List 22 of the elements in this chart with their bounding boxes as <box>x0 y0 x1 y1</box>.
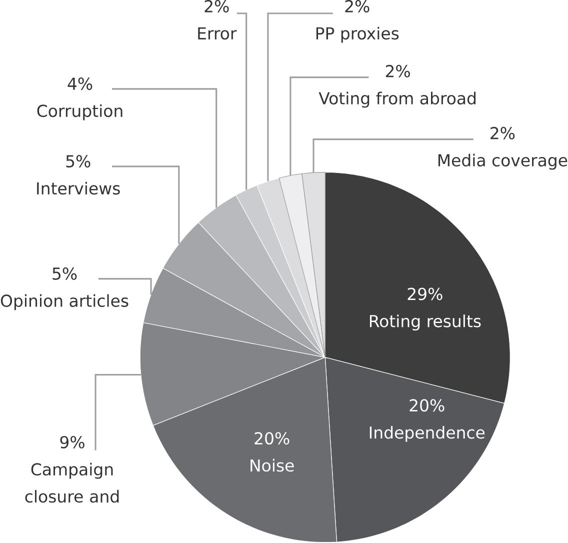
slice-label: Independence <box>370 426 485 442</box>
data-label: 2% <box>345 0 370 13</box>
slice-label: PP proxies <box>316 26 399 43</box>
slice-label: Roting results <box>370 314 481 331</box>
slice-label: Interviews <box>37 182 120 195</box>
data-label: 2% <box>386 65 410 78</box>
data-label: 20% <box>410 399 444 412</box>
data-label: 4% <box>68 78 92 90</box>
data-label: 29% <box>408 288 442 300</box>
data-label: 20% <box>254 432 290 445</box>
slice-label: Error <box>198 28 237 40</box>
data-label: 2% <box>204 0 229 13</box>
slice-label: Noise <box>250 459 294 472</box>
slice-label: Media coverage <box>438 154 568 170</box>
slice-label: Opinion articles <box>0 294 128 310</box>
slice-label: Voting from abroad <box>318 92 476 108</box>
data-label: 2% <box>490 127 515 140</box>
slice-label: Corruption <box>37 104 122 120</box>
slice-label: Campaign closure and <box>25 462 119 503</box>
data-label: 9% <box>60 436 84 449</box>
data-label: 5% <box>52 268 77 280</box>
data-label: 5% <box>66 155 90 168</box>
